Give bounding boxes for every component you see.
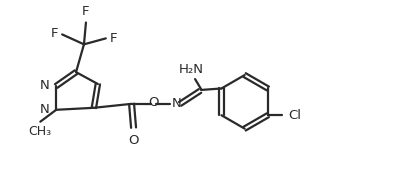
Text: Cl: Cl <box>288 109 301 122</box>
Text: CH₃: CH₃ <box>28 125 51 138</box>
Text: F: F <box>51 27 58 40</box>
Text: H₂N: H₂N <box>178 63 203 76</box>
Text: O: O <box>148 96 158 109</box>
Text: N: N <box>39 79 49 92</box>
Text: F: F <box>109 32 117 45</box>
Text: O: O <box>128 134 138 147</box>
Text: N: N <box>171 97 180 110</box>
Text: N: N <box>39 103 49 116</box>
Text: F: F <box>82 5 89 18</box>
